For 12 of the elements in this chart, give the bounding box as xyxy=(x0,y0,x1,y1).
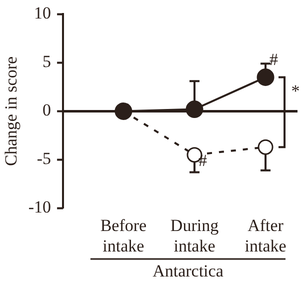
y-tick-label: -5 xyxy=(36,149,52,168)
y-tick-label: 10 xyxy=(34,4,52,23)
x-axis-title: Antarctica xyxy=(152,261,224,280)
x-tick-label: During intake xyxy=(170,216,220,256)
x-tick-label: After intake xyxy=(244,216,286,256)
y-tick-label: 5 xyxy=(42,52,52,72)
y-tick-label: 0 xyxy=(42,100,52,120)
x-tick-label: Before intake xyxy=(100,216,147,256)
y-tick-label: -10 xyxy=(28,198,52,217)
y-axis-title: Change in score xyxy=(2,56,21,166)
annotation: * xyxy=(291,82,300,101)
annotation: # xyxy=(270,50,279,70)
